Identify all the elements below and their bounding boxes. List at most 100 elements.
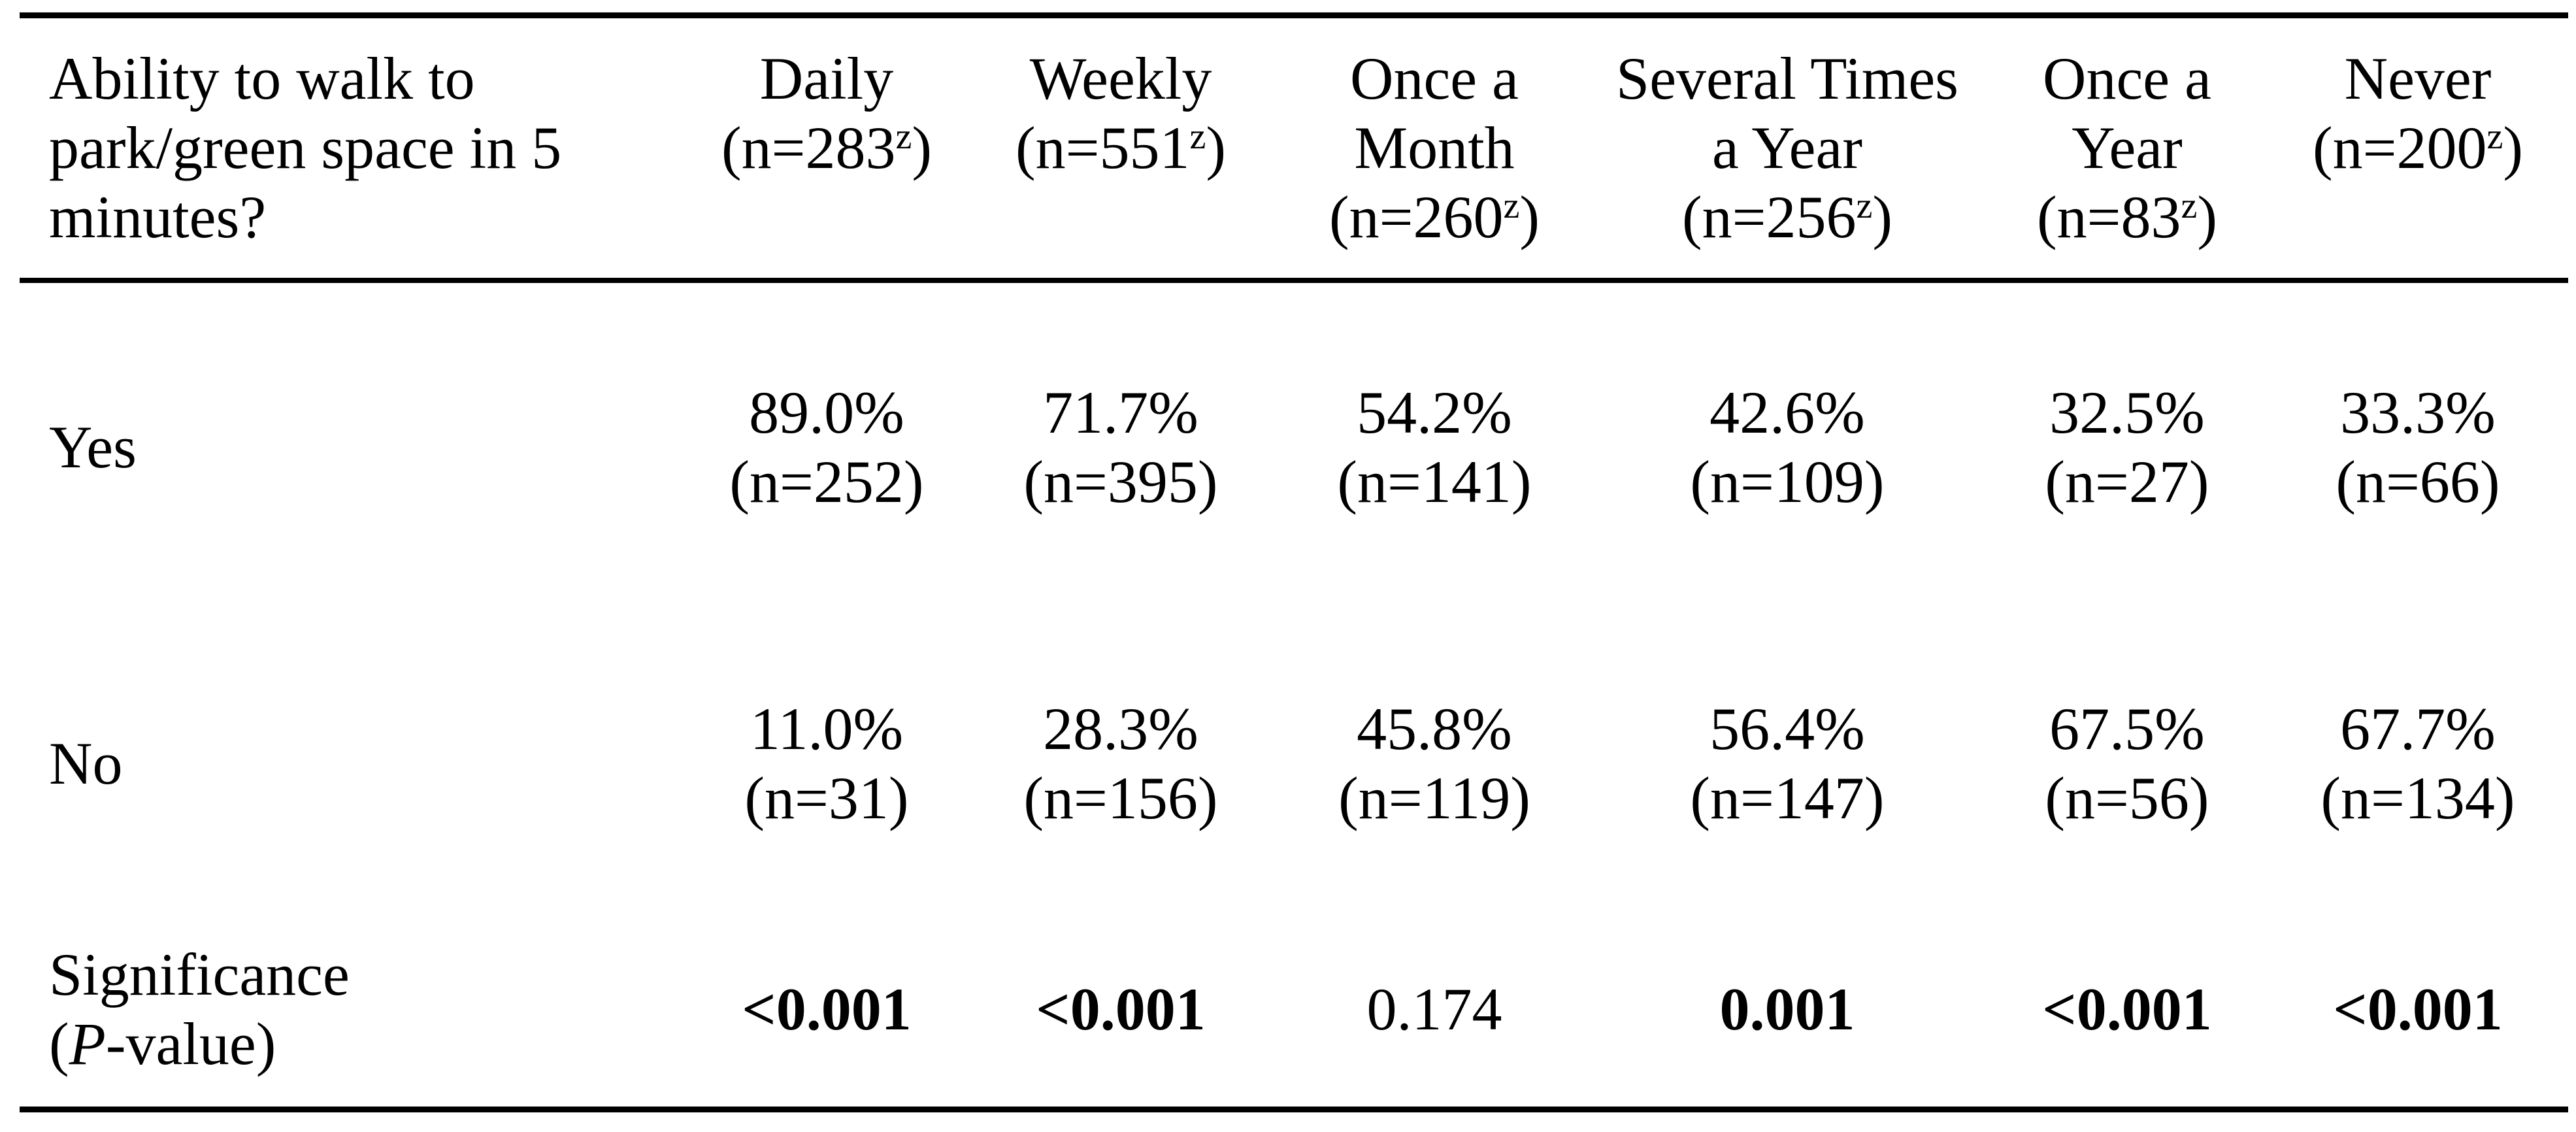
n-value: (n=395) xyxy=(1023,448,1218,515)
header-cell-weekly: Weekly (n=551z) xyxy=(961,16,1281,281)
percent-value: 56.4% xyxy=(1709,695,1865,762)
column-n-count: (n=200z) xyxy=(2268,113,2568,182)
superscript-z: z xyxy=(1856,186,1873,226)
n-close: ) xyxy=(2197,184,2218,250)
superscript-z: z xyxy=(2486,116,2503,157)
percent-value: 71.7% xyxy=(1043,379,1198,446)
n-value: (n=147) xyxy=(1690,765,1885,831)
text-line: a Year xyxy=(1712,114,1862,181)
superscript-z: z xyxy=(1189,116,1206,157)
percent-value: 54.2% xyxy=(1357,379,1512,446)
n-value: (n=109) xyxy=(1690,448,1885,515)
n-text: (n=200 xyxy=(2312,114,2487,181)
n-text: (n=83 xyxy=(2036,184,2181,250)
table-row-no: No 11.0% (n=31) 28.3% (n=156) 45.8% (n=119)… xyxy=(20,517,2568,833)
n-value: (n=156) xyxy=(1023,765,1218,831)
n-text: (n=260 xyxy=(1329,184,1504,250)
percent-value: 67.5% xyxy=(2049,695,2205,762)
n-close: ) xyxy=(1206,114,1227,181)
text-line: minutes? xyxy=(49,184,267,250)
header-cell-several-times-a-year: Several Times a Year (n=256z) xyxy=(1588,16,1987,281)
page: { "table": { "question_lines": ["Ability… xyxy=(0,12,2576,1132)
n-close: ) xyxy=(912,114,933,181)
cell-yes-several-times-a-year: 42.6% (n=109) xyxy=(1588,280,1987,517)
percent-value: 67.7% xyxy=(2340,695,2496,762)
cell-significance-daily: <0.001 xyxy=(693,833,961,1110)
column-title: Once a Month xyxy=(1281,44,1588,182)
cell-no-once-a-month: 45.8% (n=119) xyxy=(1281,517,1588,833)
header-cell-once-a-month: Once a Month (n=260z) xyxy=(1281,16,1588,281)
text-line: Weekly xyxy=(1029,45,1212,112)
text-line: Month xyxy=(1354,114,1515,181)
text-line: Ability to walk to xyxy=(49,45,475,112)
n-value: (n=134) xyxy=(2320,765,2515,831)
significance-label: Significance xyxy=(49,941,350,1008)
percent-value: 45.8% xyxy=(1357,695,1512,762)
table-row-yes: Yes 89.0% (n=252) 71.7% (n=395) 54.2% (n=14… xyxy=(20,280,2568,517)
n-value: (n=66) xyxy=(2336,448,2500,515)
column-title: Several Times a Year xyxy=(1588,44,1987,182)
table-row-significance: Significance (P-value) <0.001 <0.001 0.1… xyxy=(20,833,2568,1110)
text-line: Daily xyxy=(759,45,894,112)
cell-no-several-times-a-year: 56.4% (n=147) xyxy=(1588,517,1987,833)
cell-significance-once-a-year: <0.001 xyxy=(1987,833,2268,1110)
text-line: Never xyxy=(2344,45,2492,112)
superscript-z: z xyxy=(1503,186,1520,226)
cell-yes-never: 33.3% (n=66) xyxy=(2268,280,2568,517)
header-cell-once-a-year: Once a Year (n=83z) xyxy=(1987,16,2268,281)
header-cell-daily: Daily (n=283z) xyxy=(693,16,961,281)
p-value: <0.001 xyxy=(2333,976,2503,1042)
column-n-count: (n=551z) xyxy=(961,113,1281,182)
percent-value: 32.5% xyxy=(2049,379,2205,446)
cell-yes-once-a-year: 32.5% (n=27) xyxy=(1987,280,2268,517)
text-line: Several Times xyxy=(1616,45,1958,112)
cell-no-never: 67.7% (n=134) xyxy=(2268,517,2568,833)
row-label-yes: Yes xyxy=(49,414,137,480)
superscript-z: z xyxy=(895,116,912,157)
row-label-no: No xyxy=(49,730,123,797)
p-value: 0.001 xyxy=(1719,976,1855,1042)
p-value: 0.174 xyxy=(1366,976,1502,1042)
percent-value: 28.3% xyxy=(1043,695,1198,762)
column-title: Never xyxy=(2268,44,2568,113)
text-line: Once a xyxy=(2043,45,2211,112)
n-value: (n=31) xyxy=(744,765,909,831)
p-value: <0.001 xyxy=(742,976,912,1042)
cell-yes-weekly: 71.7% (n=395) xyxy=(961,280,1281,517)
italic-p: P xyxy=(69,1010,106,1077)
p-value-label: (P-value) xyxy=(49,1010,276,1077)
n-text: (n=256 xyxy=(1681,184,1857,250)
n-close: ) xyxy=(1519,184,1540,250)
text-line: park/green space in 5 xyxy=(49,114,562,181)
n-close: ) xyxy=(2503,114,2524,181)
row-label-significance: Significance (P-value) xyxy=(20,833,693,1110)
column-title: Once a Year xyxy=(1987,44,2268,182)
n-value: (n=27) xyxy=(2045,448,2209,515)
n-close: ) xyxy=(1872,184,1893,250)
text-line: Year xyxy=(2072,114,2183,181)
cell-significance-never: <0.001 xyxy=(2268,833,2568,1110)
cell-significance-weekly: <0.001 xyxy=(961,833,1281,1110)
percent-value: 11.0% xyxy=(750,695,904,762)
n-value: (n=56) xyxy=(2045,765,2209,831)
cell-no-once-a-year: 67.5% (n=56) xyxy=(1987,517,2268,833)
cell-no-daily: 11.0% (n=31) xyxy=(693,517,961,833)
superscript-z: z xyxy=(2181,186,2198,226)
n-value: (n=252) xyxy=(729,448,924,515)
column-n-count: (n=256z) xyxy=(1588,182,1987,252)
column-title: Daily xyxy=(693,44,961,113)
column-title: Weekly xyxy=(961,44,1281,113)
percent-value: 42.6% xyxy=(1709,379,1865,446)
column-n-count: (n=83z) xyxy=(1987,182,2268,252)
n-text: (n=551 xyxy=(1015,114,1190,181)
header-cell-never: Never (n=200z) xyxy=(2268,16,2568,281)
p-value: <0.001 xyxy=(1036,976,1206,1042)
cell-significance-several-times-a-year: 0.001 xyxy=(1588,833,1987,1110)
cell-significance-once-a-month: 0.174 xyxy=(1281,833,1588,1110)
text-line: Once a xyxy=(1350,45,1519,112)
column-n-count: (n=283z) xyxy=(693,113,961,182)
